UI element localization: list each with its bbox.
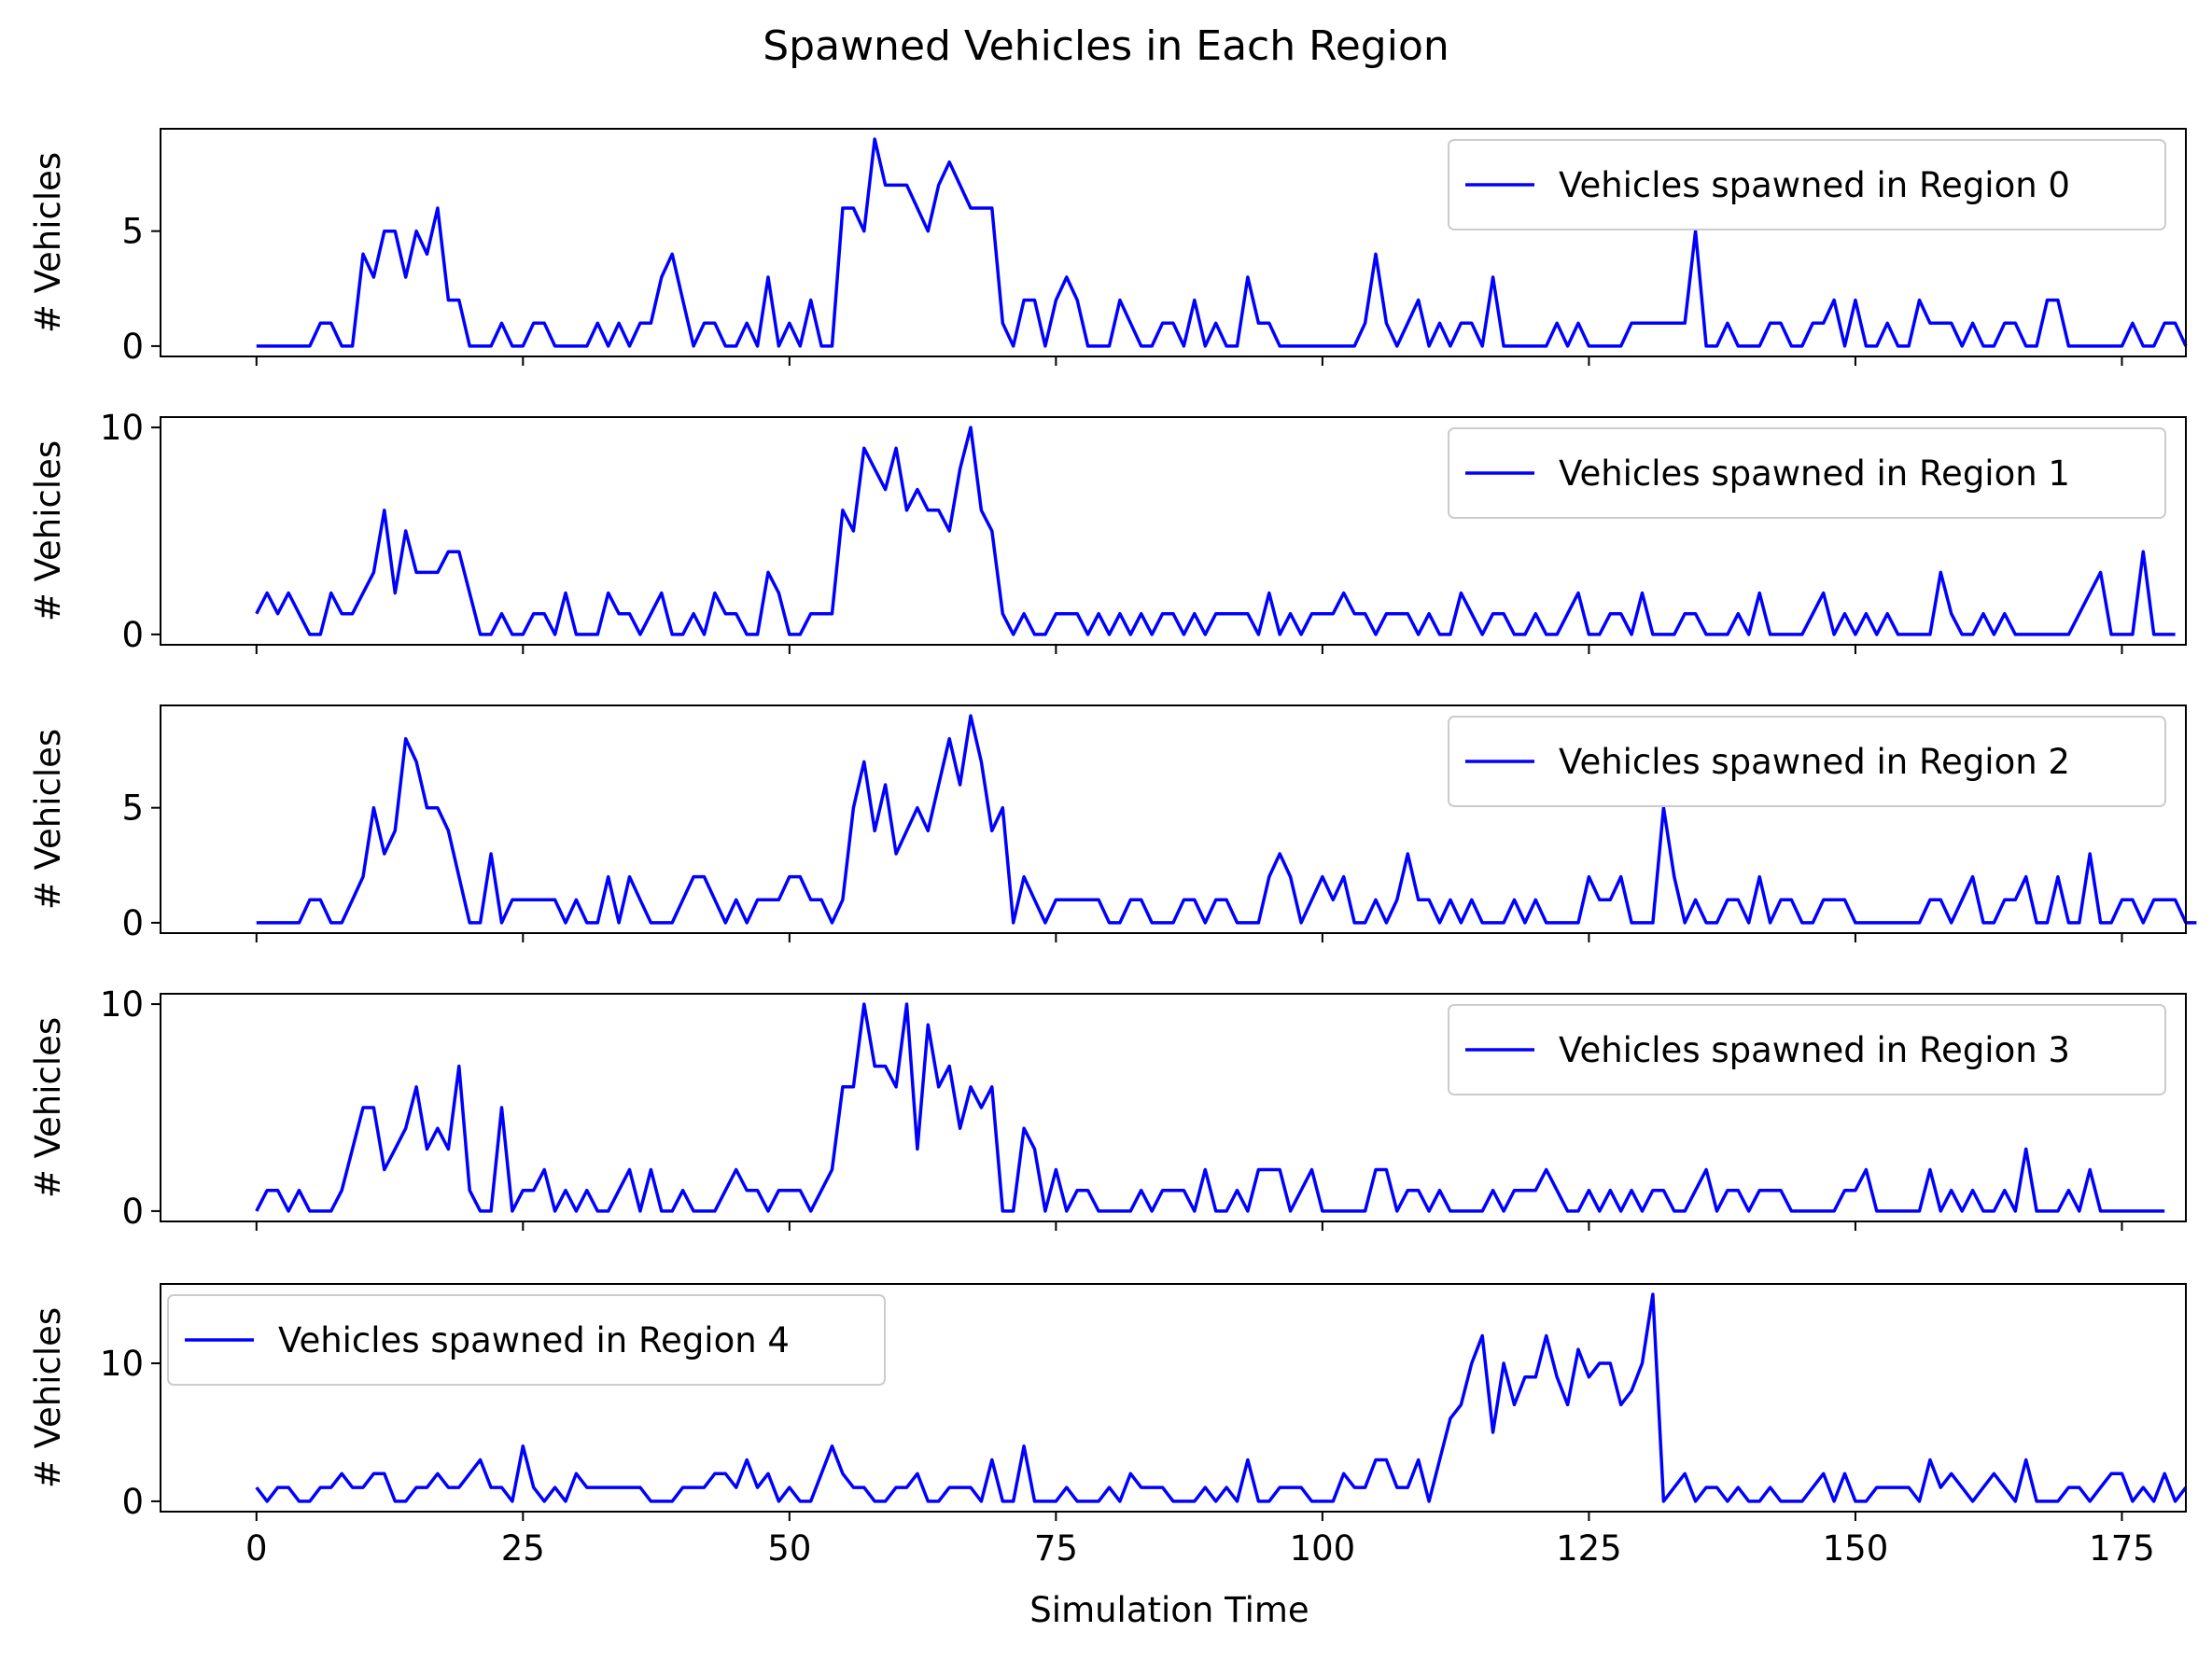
y-axis-label: # Vehicles	[28, 152, 68, 333]
legend-label: Vehicles spawned in Region 3	[1559, 1030, 2070, 1070]
y-tick-label: 0	[121, 903, 144, 943]
y-tick-label: 10	[100, 984, 144, 1025]
legend-box	[1448, 139, 2166, 230]
subplot-region-4: 0 25 50 75 100 125 150 175 0 10 # Vehicles Vehicles…	[28, 1283, 2188, 1569]
subplot-region-2: 0 5 # Vehicles Vehicles spawned in Region 2	[28, 704, 2197, 943]
x-tick-label: 0	[245, 1528, 268, 1569]
legend: Vehicles spawned in Region 4	[167, 1294, 886, 1386]
x-tick-label: 25	[501, 1528, 545, 1569]
y-axis-label: # Vehicles	[28, 729, 68, 910]
x-tick-label: 50	[767, 1528, 811, 1569]
legend-box	[1448, 427, 2166, 519]
x-tick-label: 100	[1290, 1528, 1356, 1569]
x-tick-label: 125	[1556, 1528, 1622, 1569]
axes-frame	[160, 993, 2187, 1222]
y-axis-label: # Vehicles	[28, 440, 68, 621]
legend-label: Vehicles spawned in Region 1	[1559, 453, 2070, 494]
y-tick-label: 0	[121, 1482, 144, 1522]
x-tick-label: 75	[1034, 1528, 1078, 1569]
legend: Vehicles spawned in Region 1	[1448, 427, 2166, 519]
y-tick-label: 0	[121, 615, 144, 655]
legend: Vehicles spawned in Region 0	[1448, 139, 2166, 230]
series-line-region-4	[255, 1292, 2188, 1503]
subplot-region-0: 0 5 # Vehicles Vehicles spawned in Region 0	[28, 128, 2188, 367]
x-tick-label: 150	[1823, 1528, 1889, 1569]
y-tick-label: 0	[121, 1192, 144, 1232]
legend-label: Vehicles spawned in Region 4	[278, 1320, 790, 1360]
y-axis-label: # Vehicles	[28, 1017, 68, 1198]
y-tick-label: 10	[100, 408, 144, 448]
legend-box	[167, 1294, 886, 1386]
axes-frame	[160, 1283, 2187, 1513]
legend: Vehicles spawned in Region 2	[1448, 716, 2166, 807]
x-axis-label: Simulation Time	[1029, 1590, 1309, 1630]
axes-frame	[160, 416, 2187, 646]
y-axis-label: # Vehicles	[28, 1307, 68, 1488]
legend: Vehicles spawned in Region 3	[1448, 1004, 2166, 1095]
y-tick-label: 0	[121, 327, 144, 367]
figure-title: Spawned Vehicles in Each Region	[763, 22, 1449, 70]
series-line-region-2	[256, 714, 2197, 925]
legend-label: Vehicles spawned in Region 2	[1559, 742, 2070, 782]
legend-box	[1448, 716, 2166, 807]
series-line-region-1	[255, 425, 2176, 636]
series-line-region-3	[255, 1002, 2165, 1213]
legend-label: Vehicles spawned in Region 0	[1559, 165, 2070, 205]
subplot-region-3: 0 10 # Vehicles Vehicles spawned in Region …	[28, 984, 2187, 1232]
series-line-region-0	[256, 137, 2188, 348]
y-tick-label: 5	[121, 212, 144, 252]
axes-frame	[160, 704, 2187, 934]
axes-frame	[160, 128, 2187, 357]
x-tick-label: 175	[2089, 1528, 2155, 1569]
y-tick-label: 10	[100, 1344, 144, 1384]
y-tick-label: 5	[121, 788, 144, 829]
subplot-region-1: 0 10 # Vehicles Vehicles spawned in Region …	[28, 408, 2187, 655]
legend-box	[1448, 1004, 2166, 1095]
